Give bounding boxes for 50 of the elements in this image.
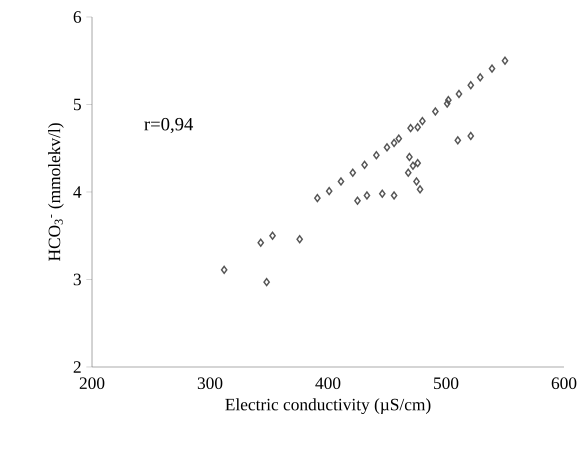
x-tick-label: 600 bbox=[552, 377, 576, 390]
y-tick-label: 3 bbox=[74, 274, 81, 286]
point bbox=[220, 266, 228, 274]
x-tick-label: 500 bbox=[434, 377, 458, 390]
point bbox=[410, 162, 416, 170]
x-tick-label: 400 bbox=[315, 377, 340, 390]
point bbox=[467, 81, 474, 90]
point bbox=[314, 194, 321, 202]
point bbox=[404, 168, 412, 177]
point bbox=[373, 151, 380, 160]
point bbox=[349, 168, 356, 177]
y-tick-label: 4 bbox=[73, 186, 82, 198]
y-tick-label: 6 bbox=[74, 11, 82, 23]
point bbox=[456, 90, 462, 98]
point bbox=[364, 191, 370, 200]
point bbox=[414, 158, 422, 168]
point bbox=[354, 196, 361, 205]
point bbox=[269, 232, 276, 240]
point bbox=[444, 99, 451, 108]
point bbox=[406, 152, 413, 162]
point bbox=[488, 64, 496, 73]
point bbox=[445, 96, 452, 104]
point bbox=[454, 136, 462, 145]
point bbox=[476, 73, 484, 82]
x-tick-label: 300 bbox=[198, 377, 222, 390]
point bbox=[395, 134, 402, 143]
point bbox=[361, 160, 368, 170]
point bbox=[390, 138, 398, 148]
point bbox=[502, 56, 508, 65]
point bbox=[338, 177, 344, 186]
point bbox=[378, 190, 386, 198]
x-axis-title: Electric conductivity (µS/cm) bbox=[225, 398, 430, 414]
point bbox=[326, 186, 333, 196]
point bbox=[467, 132, 474, 140]
y-tick-label: 5 bbox=[74, 98, 81, 110]
point bbox=[419, 116, 426, 126]
point bbox=[432, 107, 439, 116]
point bbox=[263, 278, 270, 286]
y-tick-label: 2 bbox=[74, 361, 81, 373]
point bbox=[384, 143, 390, 152]
annotation: r=0,94 bbox=[144, 118, 194, 134]
point bbox=[296, 235, 304, 244]
point bbox=[390, 191, 398, 200]
point bbox=[407, 124, 414, 132]
point bbox=[416, 185, 424, 194]
x-tick-label: 200 bbox=[80, 377, 104, 390]
point bbox=[257, 238, 264, 247]
point bbox=[414, 123, 422, 132]
y-axis-title: HCO$_{3}$$^{-}$ (mmolekv/l) bbox=[48, 123, 64, 261]
point bbox=[413, 177, 420, 186]
